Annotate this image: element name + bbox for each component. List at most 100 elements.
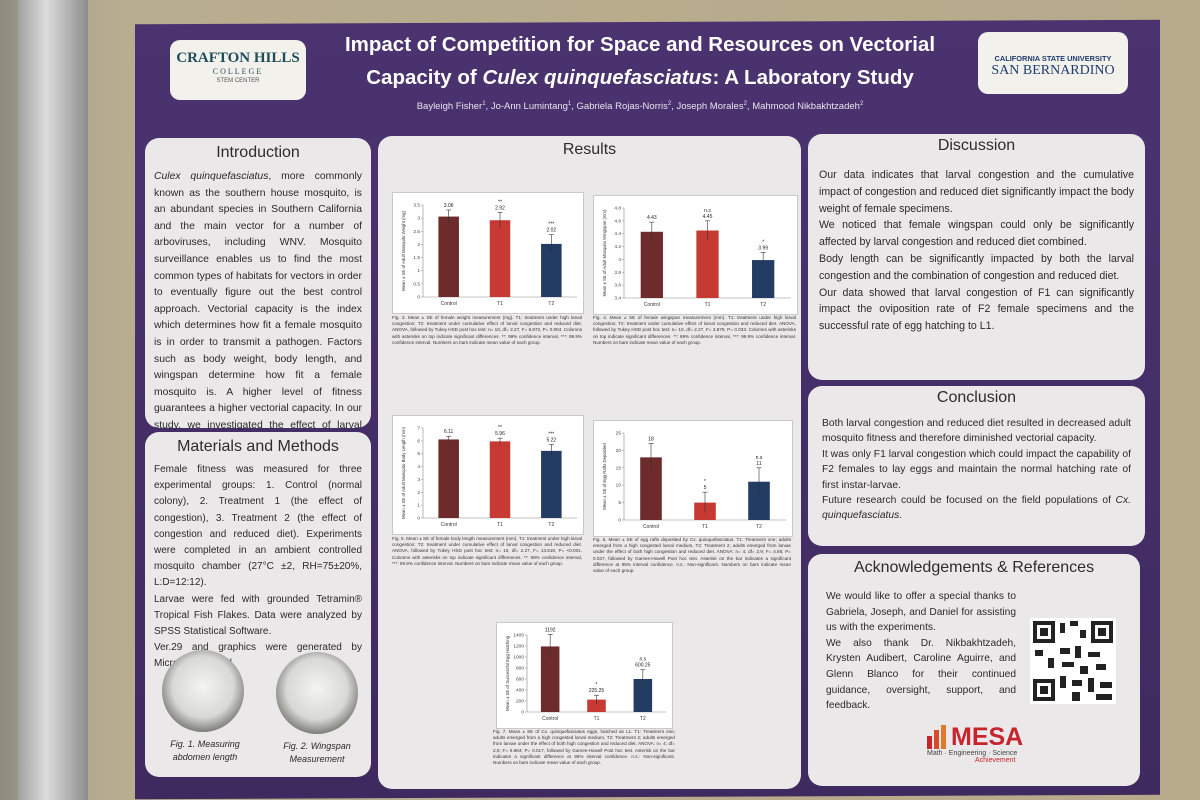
x-tick-label: T1	[705, 302, 711, 308]
x-tick-label: T1	[594, 716, 600, 722]
y-tick-label: 25	[616, 431, 622, 437]
paragraph: Our data showed that larval congestion o…	[819, 286, 1134, 333]
x-tick-label: T1	[497, 301, 503, 307]
acknowledgements-text: We would like to offer a special thanks …	[826, 589, 1016, 714]
y-tick-label: 4.6	[614, 218, 621, 224]
paragraph: Larvae were fed with grounded Tetramin® …	[154, 593, 362, 638]
value-label: 600.25	[635, 663, 651, 669]
figure-caption: Fig. 7. Mean ± SE of Cx. quinquefasciatu…	[493, 729, 675, 766]
conclusion-text: Both larval congestion and reduced diet …	[822, 416, 1131, 524]
significance-mark: n.s	[704, 208, 711, 214]
logo-text: Achievement	[975, 757, 1016, 764]
significance-mark: *	[762, 239, 764, 245]
bar	[696, 230, 719, 298]
conclusion-closing: Future research could be focused on the …	[822, 493, 1131, 524]
value-label: 3.99	[758, 245, 768, 251]
photo	[162, 650, 244, 732]
logo-text: CRAFTON HILLS	[176, 50, 300, 66]
authors: Bayleigh Fisher1, Jo-Ann Lumintang1, Gab…	[340, 101, 940, 112]
title-line: Capacity of Culex quinquefasciatus: A La…	[320, 66, 960, 90]
bar	[640, 457, 662, 520]
significance-mark: n.s	[639, 657, 646, 663]
heading: Conclusion	[936, 389, 1017, 406]
paragraph: It was only F1 larval congestion which c…	[822, 448, 1131, 491]
author-name: Joseph Morales	[676, 101, 744, 113]
value-label: 1192	[545, 627, 556, 633]
value-label: 11	[756, 461, 761, 467]
figure-box: 0 5 10 15 20 25 Mean ± SE of Egg Rafts Deposit…	[593, 420, 793, 537]
y-tick-label: 1200	[513, 644, 524, 650]
logo-text: CALIFORNIA STATE UNIVERSITY	[994, 54, 1112, 63]
heading: Acknowledgements & References	[853, 559, 1095, 576]
x-tick-label: Control	[644, 302, 660, 308]
bar-chart: 0 1 2 3 4 5 6 7 Mean ± SE of Adult Mosquito Body…	[401, 425, 577, 528]
value-label: 6.11	[444, 429, 454, 435]
heading: Materials and Methods	[177, 438, 339, 455]
x-tick-label: T2	[756, 524, 762, 530]
affiliation: 1	[482, 101, 486, 107]
paragraph: We would like to offer a special thanks …	[826, 591, 1016, 634]
photo	[276, 652, 358, 734]
bar	[489, 220, 511, 297]
paragraph: We also thank Dr. Nikbakhtzadeh, Krysten…	[826, 637, 1016, 712]
y-axis-label: Mean ± SE of Egg Rafts Deposited	[602, 443, 607, 510]
text-run: : A Laboratory Study	[712, 66, 914, 89]
figure-caption: Fig. 5. Mean ± SE of female body length …	[392, 536, 582, 566]
figure-box: 0 200 400 600 800 1000 1200 1400 Mean ± SE of Su…	[496, 622, 673, 729]
y-tick-label: 600	[516, 677, 524, 683]
y-tick-label: 0	[417, 516, 420, 522]
x-tick-label: Control	[643, 524, 659, 530]
paragraph: Both larval congestion and reduced diet …	[822, 418, 1131, 445]
x-tick-label: T2	[760, 302, 766, 308]
introduction-panel: Introduction Culex quinquefasciatus, mor…	[145, 138, 371, 481]
logo-text: COLLEGE	[212, 67, 264, 76]
bar	[748, 481, 770, 520]
x-tick-label: T2	[640, 716, 646, 722]
y-tick-label: 20	[616, 448, 622, 454]
y-tick-label: 6	[417, 438, 420, 444]
text-run: , more commonly known as the southern ho…	[154, 171, 362, 464]
heading: Results	[562, 141, 617, 158]
y-tick-label: 4.8	[614, 206, 621, 212]
y-axis-label: Mean ± SE of Successful Egg Hatching	[505, 635, 510, 711]
figure-box: 0 0.5 1 1.5 2 2.5 3 3.5 Mean ± SE of Adult Mosqu…	[392, 192, 584, 314]
separator: ,	[571, 101, 574, 113]
y-tick-label: 1000	[513, 655, 524, 661]
text-run: Cx. quinquefasciatus	[822, 495, 1131, 522]
value-label: 5	[704, 485, 707, 491]
significance-mark: **	[498, 199, 502, 205]
y-tick-label: 7	[417, 426, 420, 432]
significance-mark: **	[498, 425, 502, 431]
significance-mark: n.s	[756, 455, 763, 461]
mesa-icon	[927, 725, 946, 749]
author-name: Gabriela Rojas-Norris	[576, 101, 668, 113]
y-tick-label: 0	[417, 295, 420, 301]
x-tick-label: T1	[702, 524, 708, 530]
separator: ,	[746, 101, 750, 113]
y-axis-label: Mean ± SE of Adult Mosquito Body Length …	[401, 426, 406, 518]
affiliation: 2	[667, 101, 672, 107]
y-tick-label: 3.5	[413, 203, 420, 209]
text-run: Culex quinquefasciatus	[482, 66, 713, 89]
significance-mark: ***	[548, 431, 554, 437]
qr-code	[1030, 618, 1116, 704]
y-tick-label: 3	[417, 477, 420, 483]
text-run: Capacity of	[366, 66, 483, 89]
y-tick-label: 3.4	[614, 296, 621, 302]
mesa-logo: MESA Math · Engineering · Science Achiev…	[925, 724, 1045, 764]
y-tick-label: 5	[417, 451, 420, 457]
value-label: 4.43	[647, 215, 657, 221]
y-tick-label: 2.5	[413, 229, 420, 235]
significance-mark: ***	[548, 222, 554, 228]
figure-caption: Fig. 6. Mean ± SE of egg rafts deposited…	[593, 537, 791, 574]
y-tick-label: 4.4	[614, 231, 621, 237]
bar	[633, 678, 653, 712]
figure-box: 0 1 2 3 4 5 6 7 Mean ± SE of Adult Mosquito Body…	[392, 415, 584, 535]
heading: Introduction	[216, 144, 300, 161]
discussion-text: Our data indicates that larval congestio…	[819, 167, 1134, 335]
x-tick-label: T2	[548, 301, 554, 307]
y-tick-label: 4	[417, 464, 420, 470]
